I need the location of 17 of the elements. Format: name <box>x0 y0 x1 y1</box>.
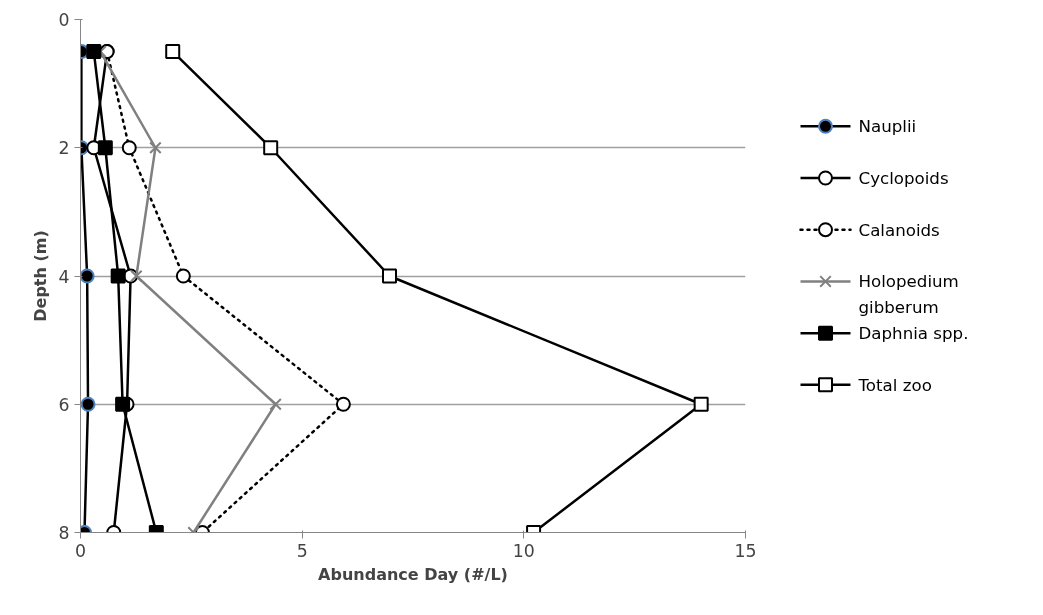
legend-label: Nauplii <box>858 117 917 137</box>
x-tick-label: 0 <box>74 540 87 561</box>
x-tick-label: 10 <box>512 540 535 561</box>
legend-label: Daphnia spp. <box>858 323 969 343</box>
legend-label: Holopedium gibberum <box>858 272 959 317</box>
legend-label: Total zoo <box>857 375 932 395</box>
x-axis-title: Abundance Day (#/L) <box>318 564 508 584</box>
legend-label: Cyclopoids <box>858 168 949 188</box>
y-axis-title: Depth (m) <box>31 230 51 322</box>
y-tick-label: 8 <box>58 523 70 543</box>
y-tick-label: 6 <box>58 394 70 415</box>
y-tick-label: 4 <box>58 266 70 287</box>
x-tick-label: 5 <box>296 540 308 561</box>
y-tick-label: 2 <box>58 138 70 159</box>
x-tick-label: 15 <box>734 540 757 561</box>
y-tick-label: 0 <box>58 10 70 30</box>
legend-label: Calanoids <box>858 220 940 240</box>
